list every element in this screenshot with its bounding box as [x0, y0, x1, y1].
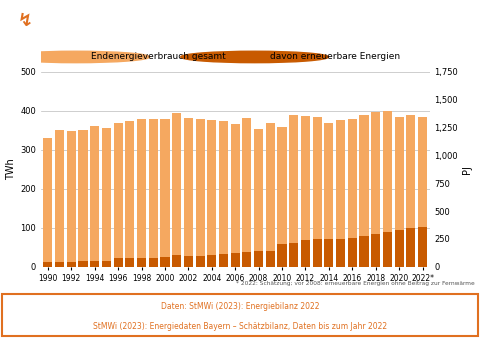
Bar — [184, 118, 193, 267]
Text: * 2022: Schätzung; vor 2008: erneuerbare Energien ohne Beitrag zur Fernwärme: * 2022: Schätzung; vor 2008: erneuerbare… — [237, 281, 475, 286]
Bar — [195, 256, 204, 267]
Text: Endenergieverbrauch gesamt: Endenergieverbrauch gesamt — [91, 52, 226, 62]
Bar — [360, 115, 369, 267]
Text: Endenergieverbrauch in Bayern 1990-2022*: Endenergieverbrauch in Bayern 1990-2022* — [100, 15, 428, 27]
Bar — [348, 238, 357, 267]
Text: davon erneuerbare Energien: davon erneuerbare Energien — [270, 52, 400, 62]
Bar — [371, 112, 380, 267]
Bar — [301, 240, 310, 267]
Bar — [242, 118, 252, 267]
Bar — [336, 239, 345, 267]
Bar — [55, 262, 64, 267]
Bar — [219, 121, 228, 267]
Bar — [312, 239, 322, 267]
Text: StMWi (2023): Energiedaten Bayern – Schätzbilanz, Daten bis zum Jahr 2022: StMWi (2023): Energiedaten Bayern – Schä… — [93, 321, 387, 331]
Bar — [43, 138, 52, 267]
Bar — [395, 230, 404, 267]
Bar — [395, 117, 404, 267]
Bar — [324, 123, 334, 267]
Bar — [324, 239, 334, 267]
Bar — [137, 258, 146, 267]
Bar — [277, 126, 287, 267]
Bar — [172, 255, 181, 267]
Bar — [242, 252, 252, 267]
Bar — [371, 234, 380, 267]
Y-axis label: PJ: PJ — [462, 165, 472, 174]
Bar — [230, 253, 240, 267]
Bar — [230, 124, 240, 267]
Bar — [195, 120, 204, 267]
Bar — [301, 116, 310, 267]
Bar — [254, 129, 263, 267]
Circle shape — [181, 51, 328, 63]
Bar — [266, 123, 275, 267]
Bar — [289, 115, 299, 267]
Bar — [219, 254, 228, 267]
Bar — [336, 120, 345, 267]
Bar — [149, 120, 158, 267]
Bar — [67, 131, 76, 267]
Bar — [406, 115, 415, 267]
Bar — [102, 261, 111, 267]
Bar — [114, 258, 123, 267]
Bar — [90, 126, 99, 267]
Bar — [312, 117, 322, 267]
Y-axis label: TWh: TWh — [6, 159, 16, 180]
Bar — [125, 121, 134, 267]
Bar — [149, 258, 158, 267]
Bar — [160, 119, 169, 267]
Bar — [266, 251, 275, 267]
Bar — [406, 228, 415, 267]
Bar — [254, 251, 263, 267]
Circle shape — [0, 5, 212, 37]
Bar — [418, 117, 427, 267]
Bar — [67, 262, 76, 267]
Bar — [184, 256, 193, 267]
Bar — [102, 128, 111, 267]
Bar — [289, 243, 299, 267]
Bar — [78, 129, 87, 267]
Bar — [348, 120, 357, 267]
Bar — [160, 257, 169, 267]
Bar — [125, 258, 134, 267]
Bar — [114, 123, 123, 267]
Bar — [207, 120, 216, 267]
Bar — [360, 236, 369, 267]
Bar — [277, 244, 287, 267]
Bar — [383, 232, 392, 267]
Bar — [78, 261, 87, 267]
Bar — [43, 262, 52, 267]
Bar — [418, 227, 427, 267]
Text: Daten: StMWi (2023): Energiebilanz 2022: Daten: StMWi (2023): Energiebilanz 2022 — [161, 302, 319, 311]
Bar — [207, 255, 216, 267]
Circle shape — [2, 51, 150, 63]
Bar — [137, 120, 146, 267]
Bar — [172, 113, 181, 267]
Text: ↯: ↯ — [17, 12, 33, 30]
Bar — [383, 111, 392, 267]
Bar — [90, 261, 99, 267]
Bar — [55, 130, 64, 267]
